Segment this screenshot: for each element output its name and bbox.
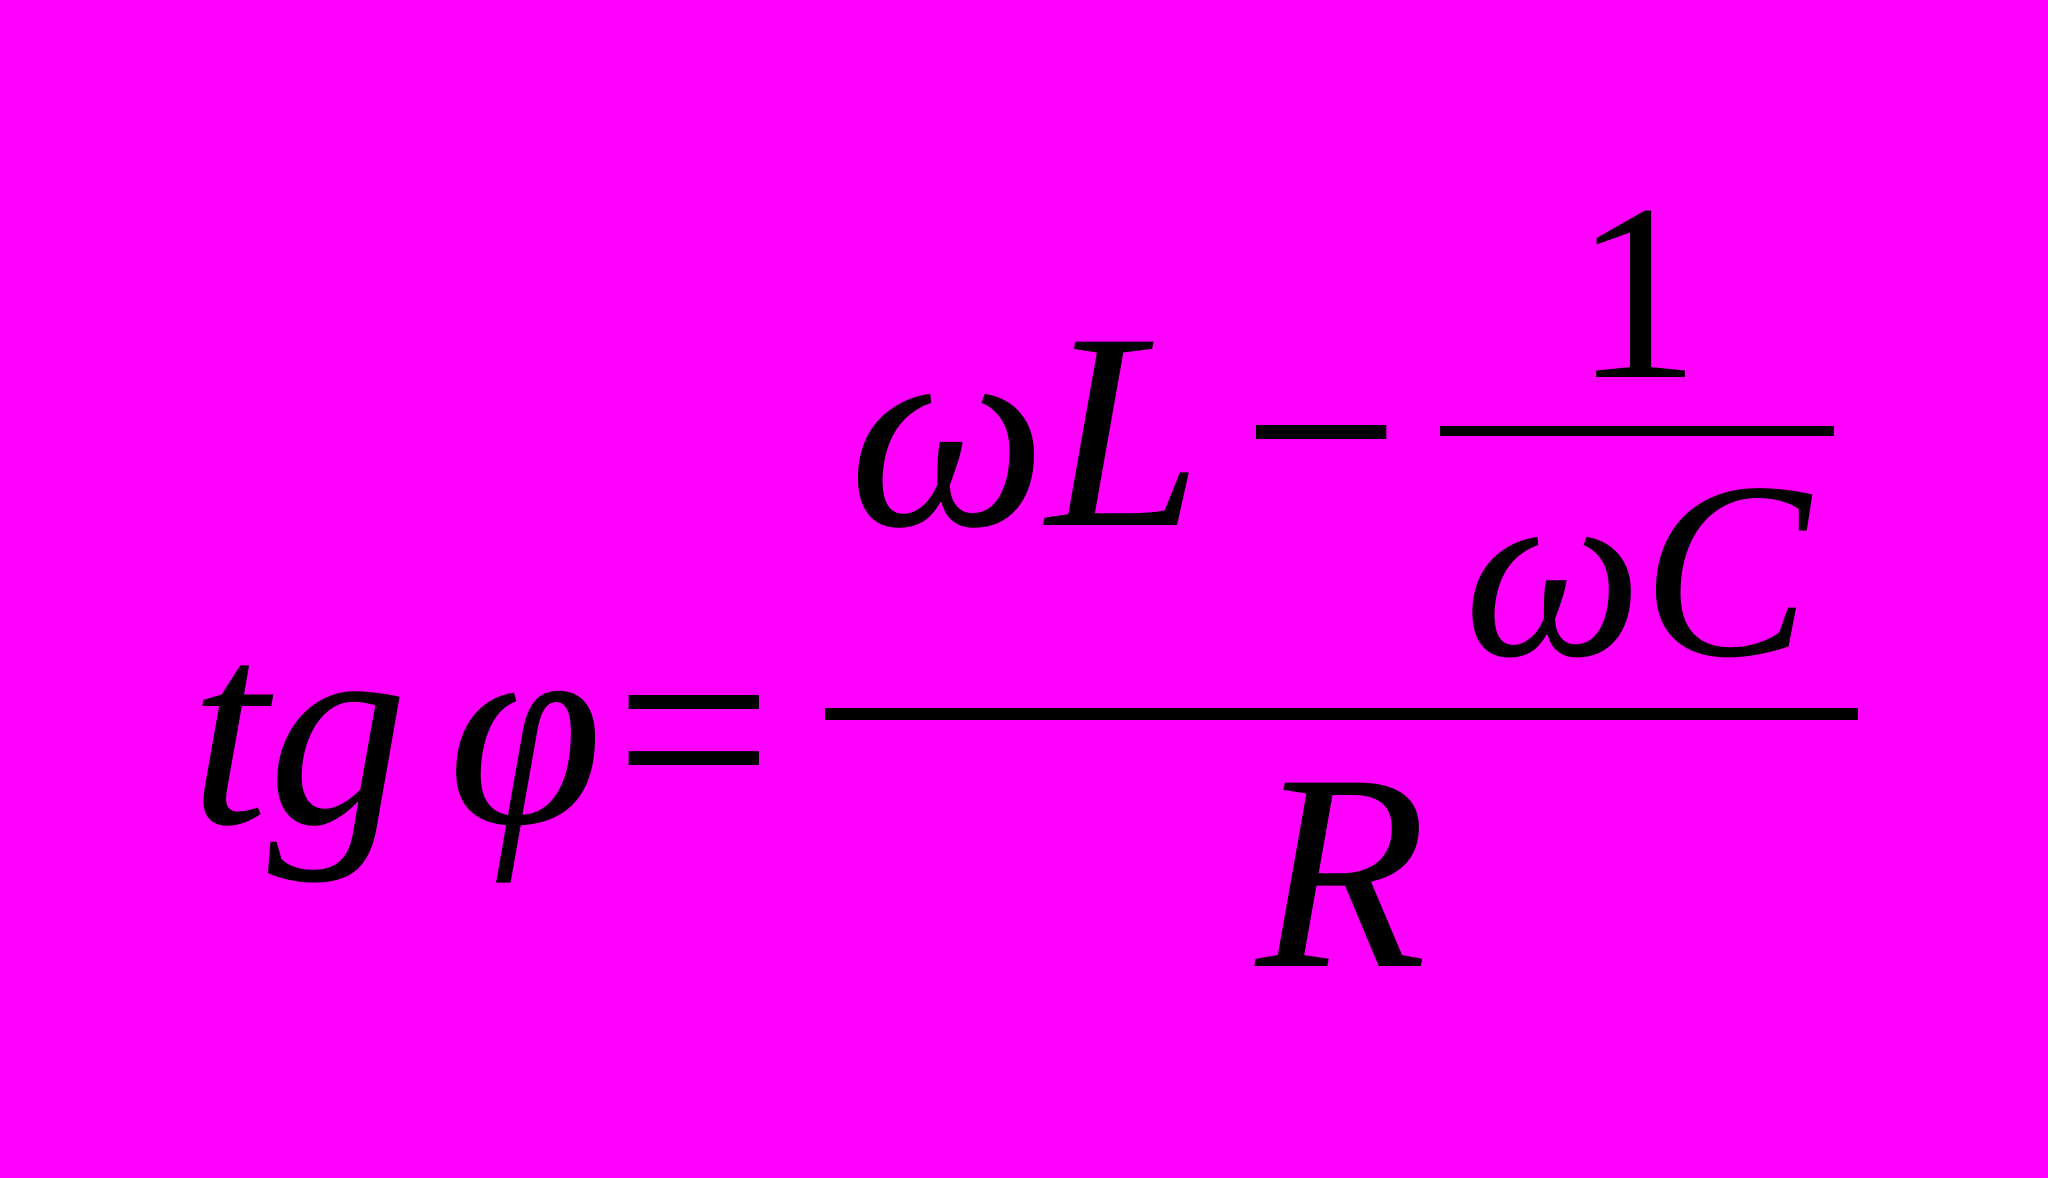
fn-tangent: tg <box>190 589 408 869</box>
equation-lhs-wrap: tg φ = <box>190 589 785 869</box>
var-phi: φ <box>408 589 603 869</box>
equation-lhs: tg φ <box>190 589 603 869</box>
inner-fraction-denominator: ωC <box>1440 444 1834 696</box>
const-one: 1 <box>1574 166 1700 418</box>
equals-sign: = <box>603 589 785 869</box>
numerator-expression: ωL − 1 ωC <box>849 166 1834 696</box>
phase-angle-equation: tg φ = ωL − 1 ωC R <box>190 166 1858 1012</box>
main-fraction-denominator: R <box>1232 732 1451 1012</box>
var-r: R <box>1256 732 1427 1012</box>
inner-fraction-numerator: 1 <box>1550 166 1724 418</box>
inner-fraction: 1 ωC <box>1440 166 1834 696</box>
term-omega-c: ωC <box>1464 444 1810 696</box>
term-omega-l: ωL <box>849 291 1202 571</box>
main-fraction: ωL − 1 ωC R <box>825 166 1858 1012</box>
minus-sign: − <box>1202 291 1440 571</box>
main-fraction-numerator: ωL − 1 ωC <box>825 166 1858 696</box>
